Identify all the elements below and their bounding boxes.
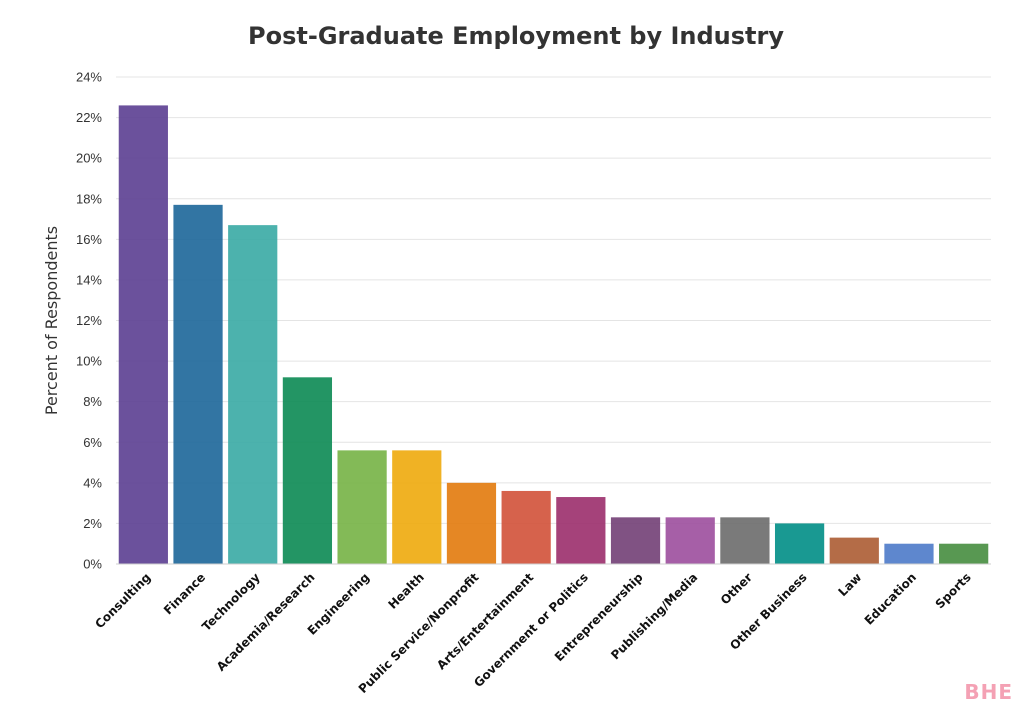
bar <box>446 482 497 564</box>
x-tick-label: Law <box>836 570 865 599</box>
bars <box>118 105 989 565</box>
bar <box>337 450 387 564</box>
y-tick-label: 18% <box>76 191 102 206</box>
bar <box>556 497 606 564</box>
bar <box>501 490 551 564</box>
brand-watermark: BHE <box>964 680 1013 704</box>
x-tick-label: Sports <box>933 570 974 611</box>
y-tick-label: 20% <box>76 151 102 166</box>
y-tick-label: 4% <box>83 475 102 490</box>
bar <box>282 377 333 564</box>
x-tick-label: Government or Politics <box>471 570 591 690</box>
bar <box>665 517 715 564</box>
x-tick-label: Consulting <box>92 570 153 631</box>
x-axis-ticks: Consulting FinanceTechnologyAcademia/Rese… <box>92 570 973 696</box>
y-tick-label: 12% <box>76 313 102 328</box>
bar <box>228 225 278 565</box>
bar <box>392 450 442 564</box>
bar <box>774 523 825 564</box>
x-tick-label: Arts/Entertainment <box>434 570 536 672</box>
y-tick-label: 22% <box>76 110 102 125</box>
bar <box>118 105 168 565</box>
y-axis-ticks: 0% 2% 4% 6% 8% 10% 12% 14% 16% 18% 20% 22% 24% <box>76 70 102 572</box>
bar <box>720 517 770 564</box>
x-tick-label: Health <box>385 570 426 611</box>
x-tick-label: Other <box>718 570 755 607</box>
bar <box>610 517 661 564</box>
y-tick-label: 8% <box>83 394 102 409</box>
bar <box>829 537 879 564</box>
x-tick-label: Finance <box>161 570 208 617</box>
y-tick-label: 14% <box>76 272 102 287</box>
x-tick-label: Education <box>862 570 919 627</box>
chart-title: Post-Graduate Employment by Industry <box>248 22 784 50</box>
y-tick-label: 24% <box>76 70 102 85</box>
y-tick-label: 6% <box>83 435 102 450</box>
x-tick-label: Academia/Research <box>214 570 318 674</box>
bar <box>884 543 934 564</box>
y-tick-label: 10% <box>76 354 102 369</box>
y-tick-label: 16% <box>76 232 102 247</box>
y-tick-label: 0% <box>83 557 102 572</box>
y-axis-label: Percent of Respondents <box>42 226 61 415</box>
bar <box>173 204 223 564</box>
bar <box>939 543 989 564</box>
y-tick-label: 2% <box>83 516 102 531</box>
